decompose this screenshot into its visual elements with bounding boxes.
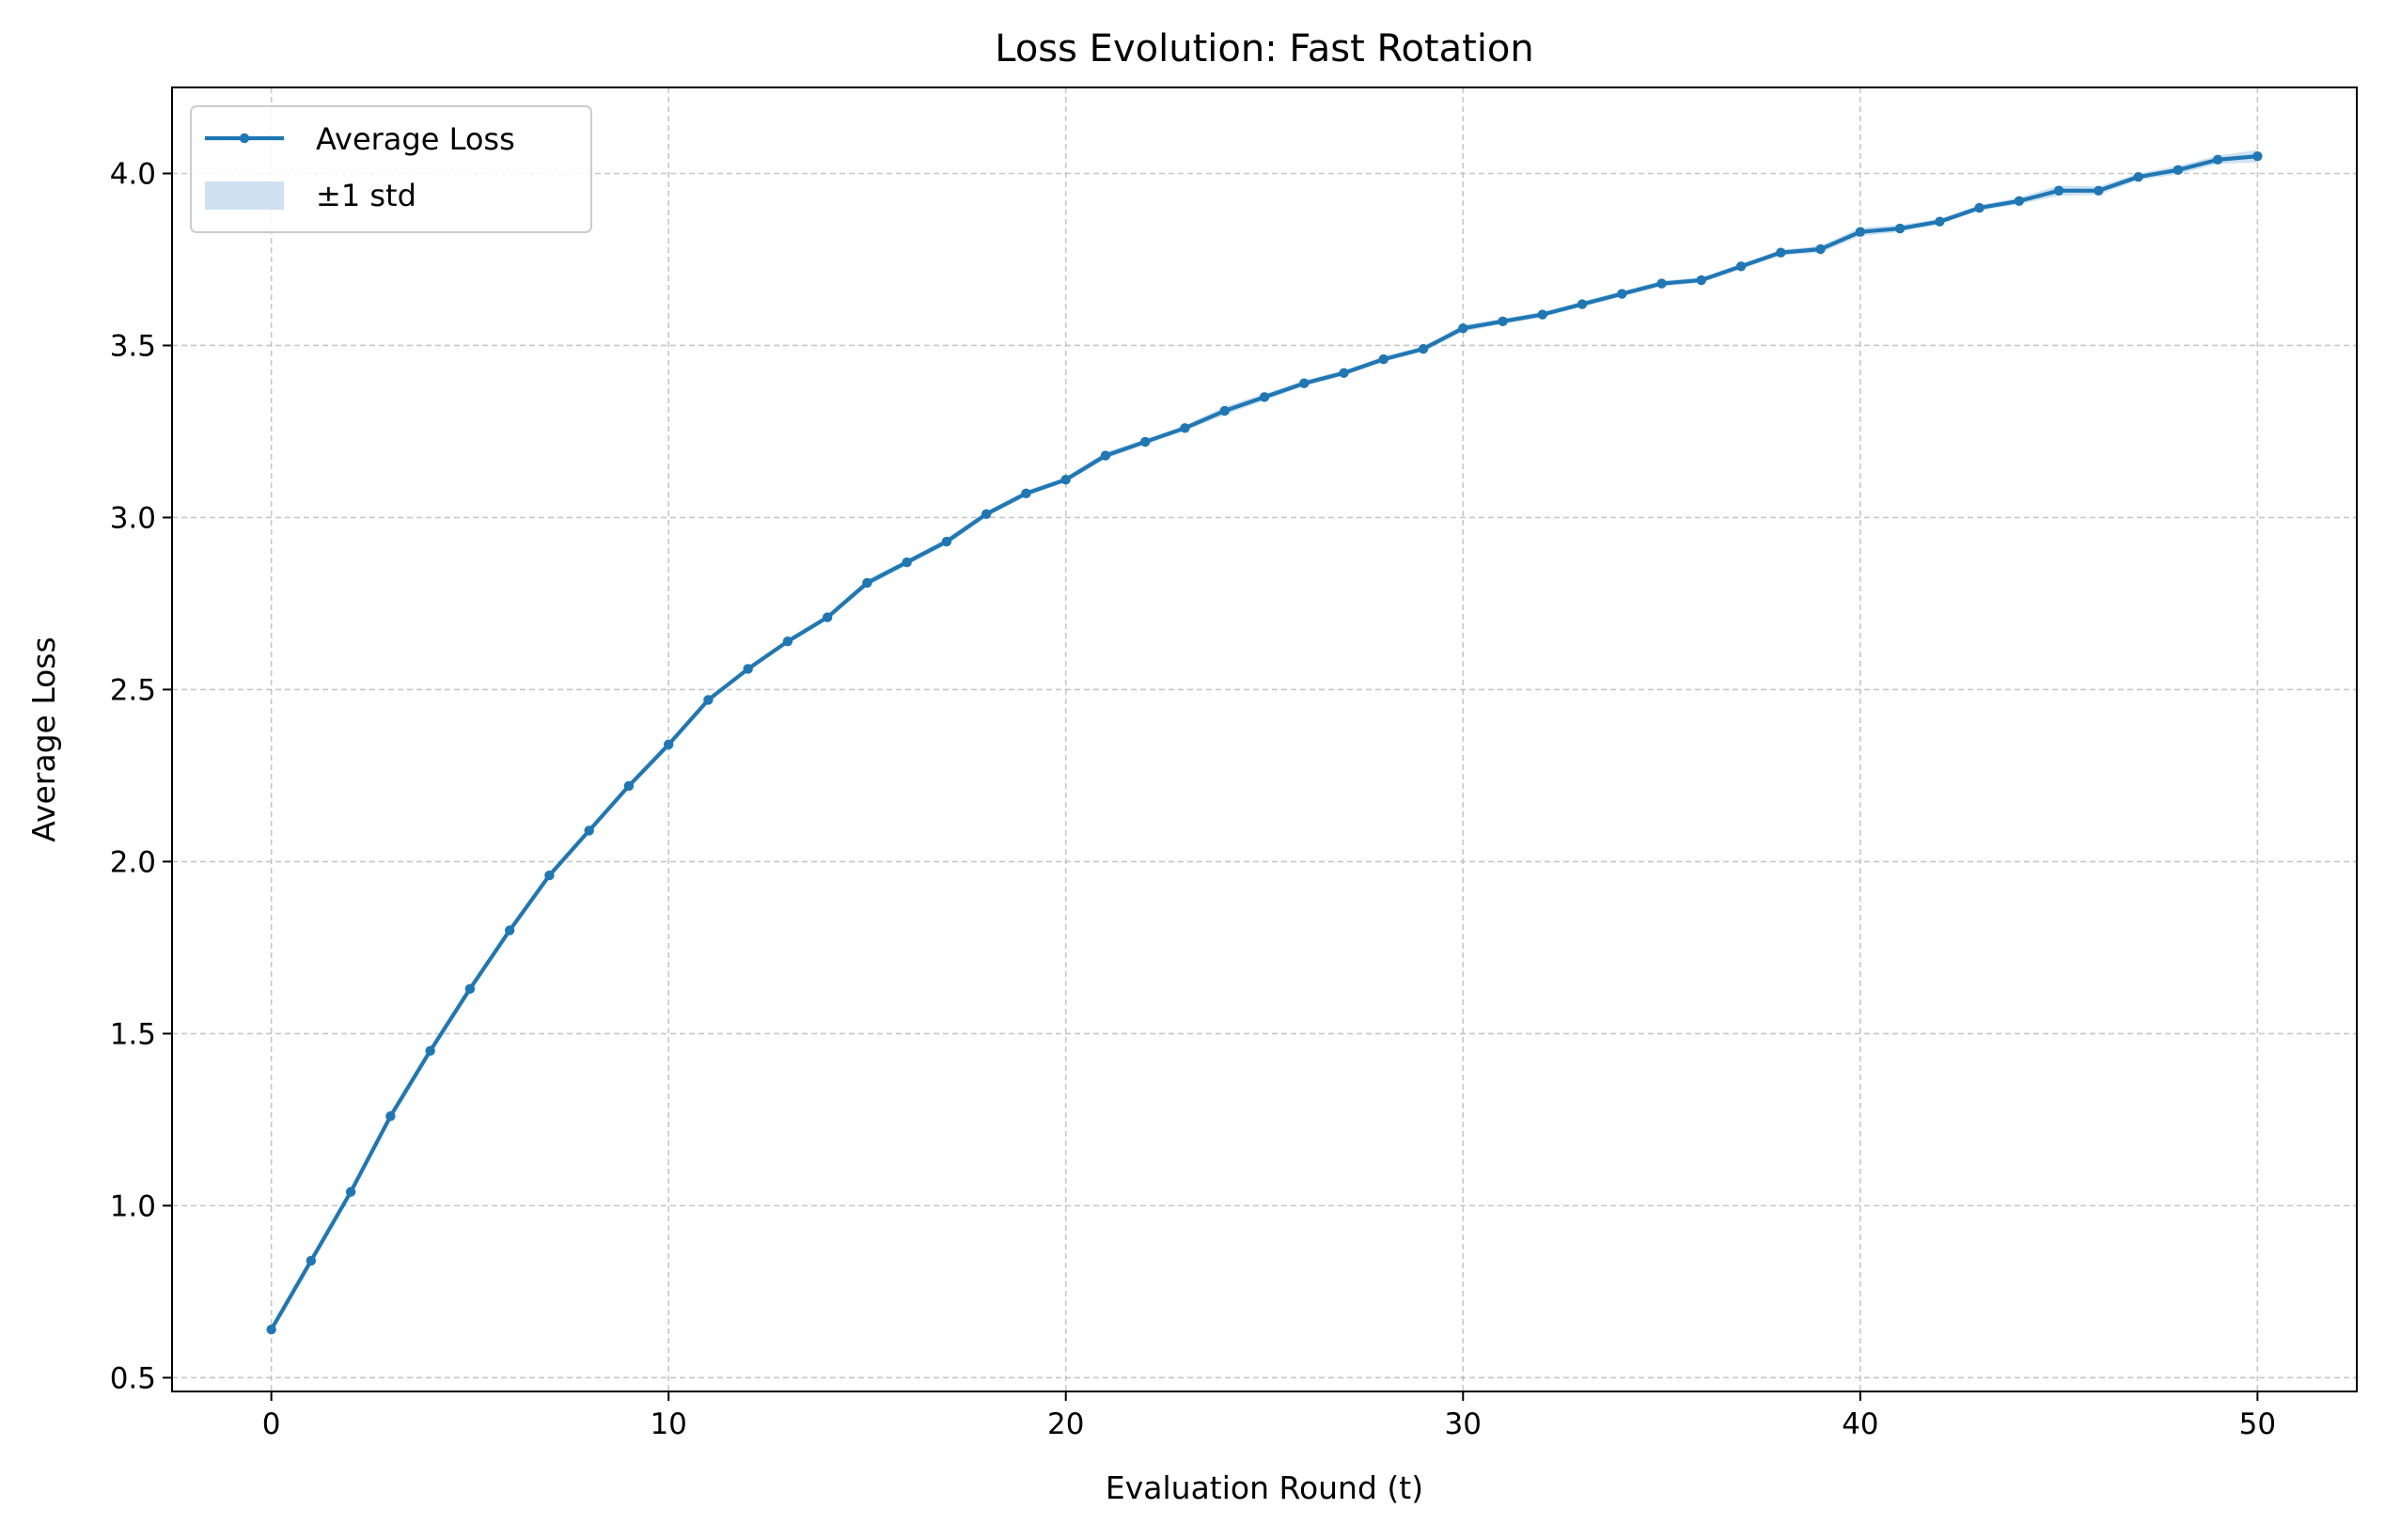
data-point-35	[1656, 278, 1667, 289]
data-points	[266, 150, 2263, 1335]
data-point-43	[1974, 202, 1985, 213]
data-point-46	[2094, 185, 2104, 196]
data-point-38	[1776, 247, 1786, 258]
data-point-28	[1378, 354, 1389, 365]
data-point-47	[2133, 171, 2143, 182]
data-point-33	[1577, 299, 1588, 309]
legend-label-average-loss: Average Loss	[316, 121, 515, 157]
x-tick-label: 0	[262, 1407, 281, 1441]
data-point-15	[862, 577, 872, 589]
data-point-37	[1735, 261, 1747, 272]
y-tick-label: 3.0	[110, 501, 156, 535]
data-point-24	[1219, 405, 1230, 416]
data-point-49	[2212, 154, 2223, 165]
chart-title: Loss Evolution: Fast Rotation	[995, 27, 1534, 71]
data-point-14	[823, 612, 833, 622]
y-tick-label: 2.5	[110, 673, 156, 707]
x-tick-label: 30	[1445, 1407, 1482, 1441]
data-point-19	[1021, 488, 1031, 499]
data-point-39	[1815, 244, 1826, 255]
y-tick-label: 2.0	[110, 845, 156, 879]
data-point-18	[981, 509, 992, 519]
data-point-6	[504, 925, 515, 935]
data-point-48	[2173, 165, 2184, 176]
data-point-23	[1180, 423, 1190, 433]
data-point-10	[663, 739, 674, 750]
x-tick-label: 40	[1842, 1407, 1878, 1441]
data-point-27	[1339, 368, 1349, 378]
data-point-50	[2252, 150, 2263, 162]
axis-ticks: 0 10 20 30 40 50 0.5 1.0 1.5 2.0 2.5 3.0 3.5 4.0	[110, 157, 2276, 1441]
data-point-34	[1617, 289, 1627, 299]
legend: Average Loss ±1 std	[190, 105, 592, 233]
data-point-12	[743, 664, 753, 674]
legend-swatch-std	[205, 181, 284, 210]
grid-lines	[172, 87, 2357, 1391]
data-point-31	[1498, 316, 1508, 327]
data-point-8	[584, 825, 594, 836]
data-point-1	[306, 1255, 317, 1266]
x-tick-label: 10	[650, 1407, 686, 1441]
y-tick-label: 0.5	[110, 1361, 156, 1395]
data-point-36	[1696, 275, 1707, 286]
data-point-20	[1060, 474, 1071, 485]
data-point-16	[902, 557, 912, 568]
legend-marker-average-loss	[239, 133, 250, 144]
data-point-26	[1299, 378, 1310, 388]
data-point-0	[266, 1324, 276, 1335]
data-point-5	[464, 983, 476, 995]
y-axis-label: Average Loss	[25, 636, 62, 841]
data-point-11	[703, 695, 714, 705]
y-tick-label: 1.5	[110, 1017, 156, 1051]
legend-label-std: ±1 std	[316, 178, 416, 213]
data-point-13	[782, 636, 793, 647]
data-point-21	[1100, 450, 1111, 461]
data-point-9	[623, 780, 635, 792]
std-band	[271, 149, 2258, 1331]
data-point-3	[385, 1111, 396, 1122]
data-point-42	[1935, 216, 1945, 227]
data-point-32	[1537, 309, 1547, 320]
data-point-44	[2014, 196, 2025, 206]
data-point-17	[941, 536, 952, 547]
x-tick-label: 50	[2239, 1407, 2276, 1441]
data-point-29	[1418, 343, 1429, 354]
x-axis-label: Evaluation Round (t)	[1106, 1469, 1423, 1506]
data-point-40	[1855, 227, 1866, 237]
y-tick-label: 3.5	[110, 329, 156, 363]
data-point-4	[425, 1045, 435, 1056]
series-line-average-loss	[269, 154, 2258, 1331]
data-point-25	[1259, 392, 1270, 402]
y-tick-label: 4.0	[110, 157, 156, 191]
data-point-7	[544, 870, 555, 881]
data-point-45	[2053, 185, 2064, 196]
data-point-2	[345, 1186, 356, 1197]
data-point-22	[1140, 436, 1151, 448]
y-tick-label: 1.0	[110, 1189, 156, 1223]
data-point-41	[1894, 223, 1906, 234]
legend-box	[190, 105, 592, 233]
x-tick-label: 20	[1047, 1407, 1084, 1441]
plot-frame	[171, 86, 2358, 1392]
data-point-30	[1458, 322, 1468, 334]
